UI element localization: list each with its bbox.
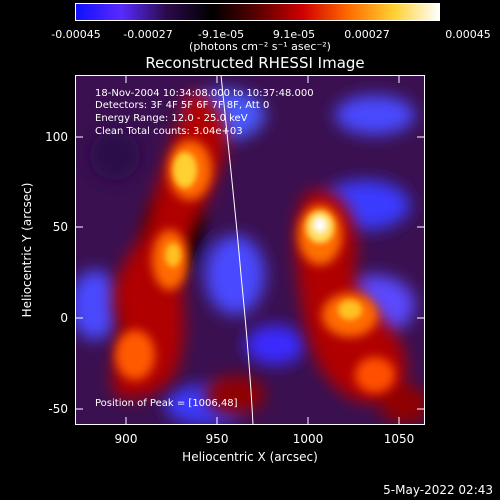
colorbar-tick: 0.00027 xyxy=(344,28,390,41)
info-method-counts: Clean Total counts: 3.04e+03 xyxy=(95,126,243,137)
colorbar-tick: 9.1e-05 xyxy=(272,28,316,41)
info-detectors: Detectors: 3F 4F 5F 6F 7F 8F, Att 0 xyxy=(95,100,270,111)
y-tick-label: 0 xyxy=(60,311,68,325)
info-energy-range: Energy Range: 12.0 - 25.0 keV xyxy=(95,113,248,124)
y-axis-label: Heliocentric Y (arcsec) xyxy=(20,182,34,318)
x-tick-label: 950 xyxy=(205,432,229,446)
colorbar-tick: -9.1e-05 xyxy=(197,28,245,41)
y-tick-label: -50 xyxy=(48,402,68,416)
colorbar-units: (photons cm⁻² s⁻¹ asec⁻²) xyxy=(189,40,331,53)
timestamp: 5-May-2022 02:43 xyxy=(383,483,493,497)
x-tick-label: 1050 xyxy=(383,432,415,446)
colorbar xyxy=(75,3,440,21)
info-peak-position: Position of Peak = [1006,48] xyxy=(95,398,238,409)
x-tick-label: 1000 xyxy=(292,432,324,446)
info-time-range: 18-Nov-2004 10:34:08.000 to 10:37:48.000 xyxy=(95,88,314,99)
y-tick-label: 50 xyxy=(52,220,68,234)
x-tick-label: 900 xyxy=(114,432,138,446)
plot-title: Reconstructed RHESSI Image xyxy=(145,54,365,72)
image-plot xyxy=(75,75,425,425)
colorbar-tick: 0.00045 xyxy=(445,28,491,41)
x-axis-label: Heliocentric X (arcsec) xyxy=(182,450,318,464)
colorbar-tick: -0.00045 xyxy=(51,28,101,41)
colorbar-tick: -0.00027 xyxy=(123,28,173,41)
y-tick-label: 100 xyxy=(45,130,68,144)
